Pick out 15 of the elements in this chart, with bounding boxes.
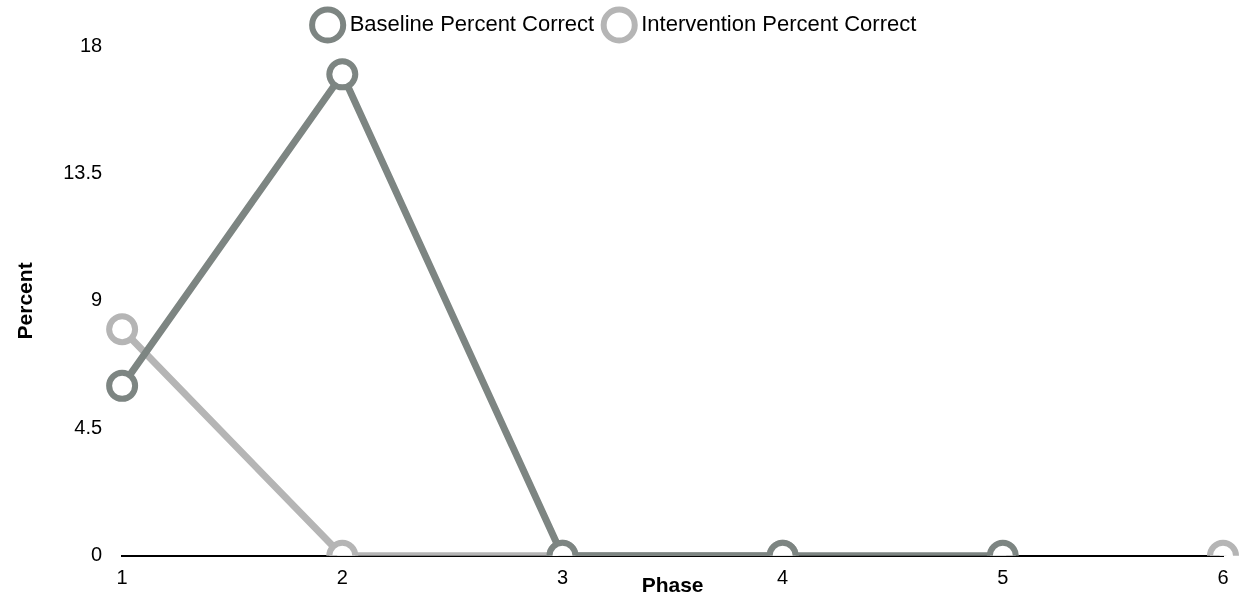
y-axis-title: Percent <box>13 262 37 340</box>
legend-label: Intervention Percent Correct <box>641 11 917 37</box>
y-tick-label: 13.5 <box>63 160 103 183</box>
y-tick-label: 4.5 <box>74 415 103 438</box>
legend-label: Baseline Percent Correct <box>349 11 595 37</box>
x-tick-label: 3 <box>556 566 569 589</box>
y-tick-label: 9 <box>91 288 103 311</box>
y-tick-label: 18 <box>79 33 103 56</box>
x-tick-label: 4 <box>777 566 789 589</box>
x-tick-label: 6 <box>1217 566 1229 589</box>
y-tick-label: 0 <box>91 543 103 566</box>
x-tick-label: 5 <box>997 566 1009 589</box>
x-tick-label: 1 <box>116 566 128 589</box>
x-axis-title: Phase <box>641 573 704 597</box>
x-tick-label: 2 <box>336 566 348 589</box>
